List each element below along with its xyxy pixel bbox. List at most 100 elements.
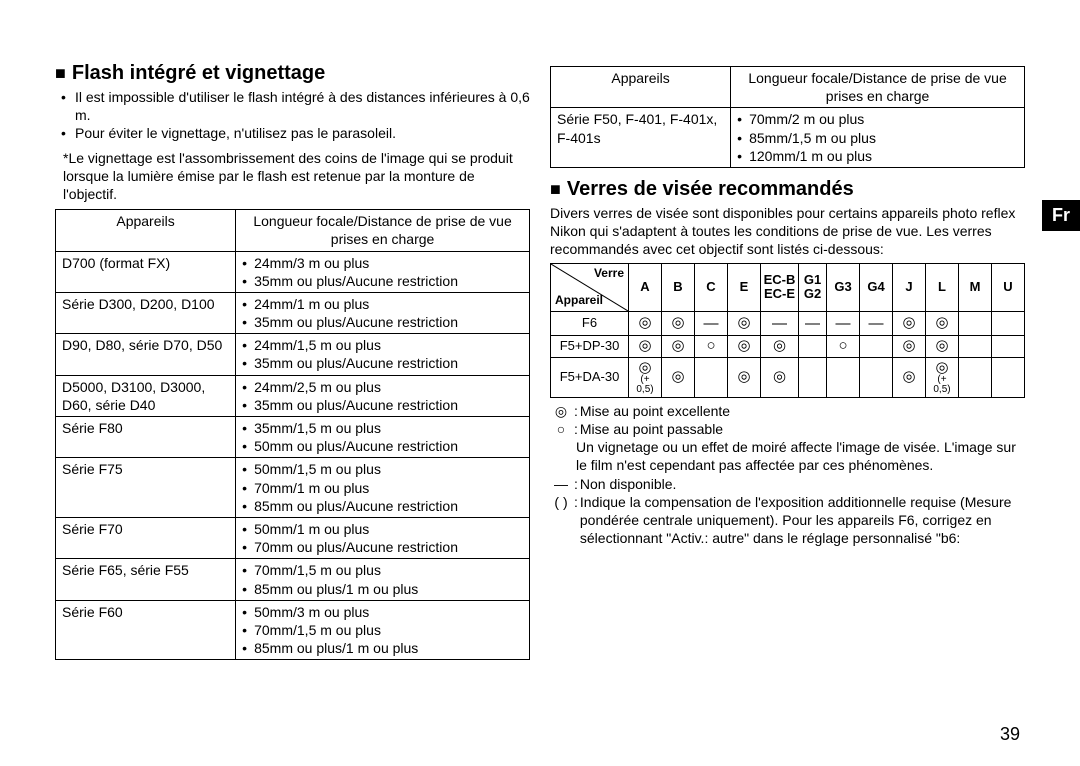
legend-text: Indique la compensation de l'exposition … — [580, 493, 1025, 548]
row-label: F5+DA-30 — [551, 357, 629, 397]
focal-cell: 24mm/1 m ou plus35mm ou plus/Aucune rest… — [236, 292, 530, 333]
cell-bullet: 120mm/1 m ou plus — [737, 147, 1018, 165]
screen-cell: ◎(+ 0,5) — [629, 357, 662, 397]
cell-bullet: 85mm ou plus/1 m ou plus — [242, 639, 523, 657]
screen-cell: ◎ — [926, 311, 959, 336]
screen-cell — [827, 357, 860, 397]
screen-cell: ◎ — [893, 311, 926, 336]
table-row: D5000, D3100, D3000, D60, série D4024mm/… — [56, 375, 530, 416]
legend-row: ( ): Indique la compensation de l'exposi… — [550, 493, 1025, 548]
legend-colon: : — [574, 402, 578, 420]
section-title-flash: ■Flash intégré et vignettage — [55, 60, 530, 86]
legend-row: Un vignetage ou un effet de moiré affect… — [550, 438, 1025, 474]
cell-bullet: 35mm/1,5 m ou plus — [242, 419, 523, 437]
col-header: M — [959, 263, 992, 311]
legend-text: Mise au point passable — [580, 420, 1025, 438]
section-title-text: Flash intégré et vignettage — [72, 62, 325, 84]
cell-bullet: 70mm/1,5 m ou plus — [242, 621, 523, 639]
screen-cell: — — [695, 311, 728, 336]
screen-cell — [799, 336, 827, 358]
legend-text: Mise au point excellente — [580, 402, 1025, 420]
focal-cell: 35mm/1,5 m ou plus50mm ou plus/Aucune re… — [236, 417, 530, 458]
diag-top-label: Verre — [594, 266, 624, 282]
legend-colon: : — [574, 420, 578, 438]
diagonal-header: Verre Appareil — [551, 263, 629, 311]
legend-text: Un vignetage ou un effet de moiré affect… — [576, 438, 1025, 474]
focal-cell: 24mm/1,5 m ou plus35mm ou plus/Aucune re… — [236, 334, 530, 375]
legend-row: ◎: Mise au point excellente — [550, 402, 1025, 420]
focal-cell: 70mm/1,5 m ou plus85mm ou plus/1 m ou pl… — [236, 559, 530, 600]
focal-cell: 50mm/1,5 m ou plus70mm/1 m ou plus85mm o… — [236, 458, 530, 518]
col-header: EC-BEC-E — [761, 263, 799, 311]
camera-cell: Série F65, série F55 — [56, 559, 236, 600]
col-header: G1G2 — [799, 263, 827, 311]
screen-cell: ◎ — [728, 336, 761, 358]
screen-cell: ◎ — [629, 336, 662, 358]
cell-bullet: 24mm/3 m ou plus — [242, 254, 523, 272]
cell-bullet: 70mm ou plus/Aucune restriction — [242, 538, 523, 556]
col-header: L — [926, 263, 959, 311]
table-header: Appareils — [56, 210, 236, 251]
col-header: A — [629, 263, 662, 311]
flash-bullets: Il est impossible d'utiliser le flash in… — [55, 88, 530, 143]
screen-cell: ◎ — [761, 357, 799, 397]
square-bullet-icon: ■ — [550, 178, 561, 201]
col-header: J — [893, 263, 926, 311]
camera-cell: D700 (format FX) — [56, 251, 236, 292]
focal-cell: 24mm/3 m ou plus35mm ou plus/Aucune rest… — [236, 251, 530, 292]
right-column: Appareils Longueur focale/Distance de pr… — [550, 60, 1025, 660]
screen-cell — [860, 336, 893, 358]
cell-bullet: 35mm ou plus/Aucune restriction — [242, 272, 523, 290]
screen-cell: ◎ — [893, 336, 926, 358]
focal-cell: 24mm/2,5 m ou plus35mm ou plus/Aucune re… — [236, 375, 530, 416]
cell-bullet: 70mm/1,5 m ou plus — [242, 561, 523, 579]
col-header: B — [662, 263, 695, 311]
screen-cell: ◎ — [728, 311, 761, 336]
vignettage-note: *Le vignettage est l'assombrissement des… — [55, 149, 530, 204]
cell-bullet: 24mm/2,5 m ou plus — [242, 378, 523, 396]
row-label: F5+DP-30 — [551, 336, 629, 358]
screen-cell: — — [761, 311, 799, 336]
screen-cell — [860, 357, 893, 397]
col-header: E — [728, 263, 761, 311]
legend-text: Non disponible. — [580, 475, 1025, 493]
screen-cell: ○ — [827, 336, 860, 358]
cell-bullet: 85mm/1,5 m ou plus — [737, 129, 1018, 147]
table-row: Série F8035mm/1,5 m ou plus50mm ou plus/… — [56, 417, 530, 458]
legend-symbol: — — [550, 475, 572, 493]
diag-bot-label: Appareil — [555, 293, 603, 309]
legend-symbol: ○ — [550, 420, 572, 438]
table-header: Longueur focale/Distance de prise de vue… — [731, 67, 1025, 108]
row-label: F6 — [551, 311, 629, 336]
cell-bullet: 35mm ou plus/Aucune restriction — [242, 313, 523, 331]
legend-row: ○: Mise au point passable — [550, 420, 1025, 438]
table-row: D700 (format FX)24mm/3 m ou plus35mm ou … — [56, 251, 530, 292]
camera-cell: Série F70 — [56, 517, 236, 558]
screen-cell: ◎(+ 0,5) — [926, 357, 959, 397]
camera-cell: Série D300, D200, D100 — [56, 292, 236, 333]
screen-cell: ◎ — [893, 357, 926, 397]
camera-cell: Série F50, F-401, F-401x, F-401s — [551, 108, 731, 168]
cell-bullet: 35mm ou plus/Aucune restriction — [242, 354, 523, 372]
table-header: Appareils — [551, 67, 731, 108]
screen-cell: — — [799, 311, 827, 336]
focal-cell: 50mm/3 m ou plus70mm/1,5 m ou plus85mm o… — [236, 600, 530, 660]
screen-cell — [992, 357, 1025, 397]
col-header: G3 — [827, 263, 860, 311]
screen-cell: ○ — [695, 336, 728, 358]
cell-bullet: 50mm/1,5 m ou plus — [242, 460, 523, 478]
table-row: F5+DP-30◎◎○◎◎○◎◎ — [551, 336, 1025, 358]
screen-cell — [799, 357, 827, 397]
camera-cell: Série F60 — [56, 600, 236, 660]
section-title-text: Verres de visée recommandés — [567, 178, 854, 200]
table-row: Série F65, série F5570mm/1,5 m ou plus85… — [56, 559, 530, 600]
language-tab: Fr — [1042, 200, 1080, 231]
legend-symbol: ( ) — [550, 493, 572, 511]
table-row: F6◎◎—◎————◎◎ — [551, 311, 1025, 336]
cell-bullet: 85mm ou plus/Aucune restriction — [242, 497, 523, 515]
left-column: ■Flash intégré et vignettage Il est impo… — [55, 60, 530, 660]
screen-cell — [992, 336, 1025, 358]
flash-table: Appareils Longueur focale/Distance de pr… — [55, 209, 530, 660]
legend-colon: : — [574, 493, 578, 511]
screen-cell: — — [827, 311, 860, 336]
